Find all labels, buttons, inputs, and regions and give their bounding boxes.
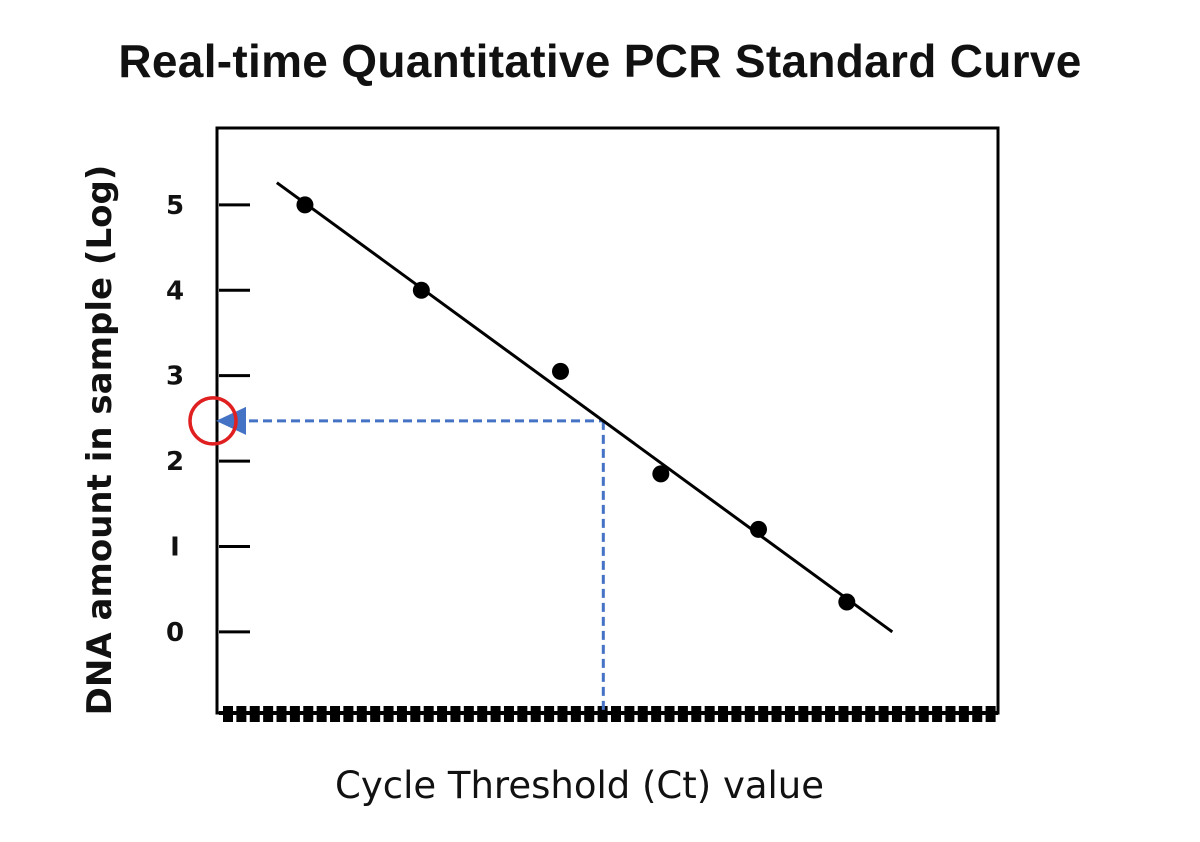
y-tick-label: 0 <box>166 618 184 648</box>
y-tick-label: 2 <box>166 447 184 477</box>
unknown-sample-marker <box>188 396 246 446</box>
ct-guide-lines <box>235 419 605 711</box>
data-point <box>412 281 430 299</box>
data-points <box>296 196 856 611</box>
data-point <box>838 593 856 611</box>
y-tick-label: 5 <box>166 191 184 221</box>
data-point <box>296 196 314 214</box>
y-tick-label: 3 <box>166 362 184 392</box>
x-axis-line <box>219 711 998 715</box>
y-tick-label: 4 <box>166 276 184 306</box>
y-tick-label: I <box>170 532 180 562</box>
data-point <box>551 362 569 380</box>
data-point <box>750 520 768 538</box>
standard-curve-fit <box>275 181 894 634</box>
data-point <box>652 465 670 483</box>
fit-line <box>275 181 894 634</box>
x-axis-label: Cycle Threshold (Ct) value <box>335 764 825 807</box>
highlight-circle <box>188 396 238 446</box>
y-axis-ticks: 0 I 2 3 4 5 <box>166 191 250 648</box>
chart-title: Real-time Quantitative PCR Standard Curv… <box>118 35 1082 87</box>
arrow-head-icon <box>216 406 246 435</box>
x-axis-ticks <box>219 706 998 722</box>
